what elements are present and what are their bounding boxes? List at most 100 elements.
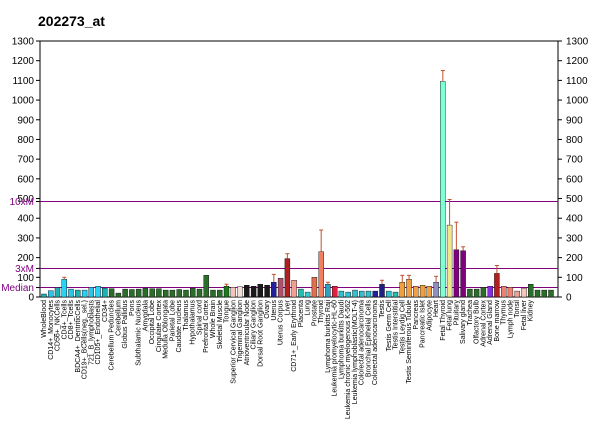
x-tick-label: Fetal Thyroid	[440, 300, 447, 341]
x-tick-label: Trachea	[467, 300, 474, 326]
bar	[494, 273, 500, 298]
bar	[372, 290, 378, 298]
x-tick-label: Leukemia promyelocytic-HL-60	[332, 300, 339, 397]
right-y-tick-label: 1000	[566, 96, 589, 107]
bar	[487, 286, 493, 298]
x-tick-label: Thyroid	[318, 300, 325, 323]
right-y-tick-label: 1300	[566, 37, 589, 48]
bar	[440, 81, 446, 298]
x-tick-label: Colorectal adenocarcinoma	[372, 300, 379, 385]
right-y-tick-label: 0	[566, 293, 572, 304]
bar	[284, 258, 291, 298]
x-tick-label: Lymphoma burkitts Daudi	[338, 300, 345, 380]
bar	[149, 288, 155, 298]
x-tick-label: Adipocyte	[426, 300, 433, 331]
y-tick-label: 900	[17, 115, 34, 126]
x-tick-label: Tongue	[224, 300, 231, 323]
right-y-tick-label: 700	[566, 155, 583, 166]
bar	[95, 286, 101, 298]
bar	[541, 289, 547, 298]
x-tick-label: Leukemia chronic myelogenous K-562	[345, 300, 352, 419]
bar	[338, 290, 345, 298]
bar	[250, 286, 257, 298]
bar	[514, 290, 520, 298]
x-tick-label: Thalamus	[183, 300, 190, 331]
x-tick-label: Cingulate Cortex	[156, 299, 163, 352]
x-tick-label: Superior Cervical Ganglion	[230, 300, 237, 384]
x-tick-label: Lymph node	[507, 300, 514, 338]
x-tick-label: Testis Seminiferous Tubule	[406, 300, 413, 384]
reference-lines	[40, 200, 558, 289]
reference-label: 3xM	[15, 264, 34, 275]
x-tick-label: Ovary	[264, 300, 271, 319]
bar	[115, 292, 122, 298]
bar	[426, 286, 432, 298]
bar	[365, 290, 372, 298]
x-tick-label: Adrenal Gland	[487, 300, 494, 345]
x-tick-label: Prostate	[311, 300, 318, 326]
x-tick-label: CD56+_NKCells	[55, 299, 62, 351]
bars	[41, 81, 554, 298]
x-tick-label: Pons	[129, 300, 136, 316]
x-tick-label: Atrioventricular Node	[244, 300, 251, 365]
bar	[156, 288, 162, 298]
x-tick-label: Amygdala	[142, 300, 149, 331]
bar	[217, 289, 223, 298]
y-tick-label: 700	[17, 155, 34, 166]
bar	[271, 282, 277, 298]
x-tick-label: Fetal lung	[447, 300, 454, 331]
bar	[81, 289, 88, 298]
bar	[433, 282, 439, 298]
error-bars	[62, 70, 499, 287]
bar	[142, 287, 149, 298]
x-tick-label: Tonsil	[514, 300, 521, 318]
x-tick-label: Occipital Lobe	[149, 300, 156, 344]
bar	[257, 284, 263, 298]
x-tick-label: Cerebellum Peduncles	[109, 300, 116, 371]
bar	[41, 293, 47, 298]
bar	[237, 286, 243, 298]
bar	[108, 288, 115, 298]
bar	[521, 287, 527, 298]
bar	[210, 289, 216, 298]
y-tick-label: 400	[17, 214, 34, 225]
x-axis-labels: WholeBlood CD14+_Monocytes CD56+_NKCells CD…	[41, 299, 535, 419]
right-y-axis: 0 100 200 300 400 500 600 700 800 900 1000 1100 1200…	[558, 37, 589, 304]
x-tick-label: Uterus	[271, 299, 278, 320]
bar	[399, 282, 405, 298]
x-tick-label: CD71+_Early Erythroid	[291, 300, 298, 372]
bar	[277, 278, 284, 298]
x-tick-label: Testis Germ Cell	[386, 300, 393, 352]
x-tick-label: Liver	[284, 299, 291, 315]
x-tick-label: Pancreatic Islet	[420, 300, 427, 348]
bar	[264, 285, 270, 298]
x-tick-label: Testis Interstitial	[393, 300, 400, 350]
bar	[318, 251, 324, 298]
bar	[298, 288, 304, 298]
x-tick-label: Bronchial Epithelial Cells	[366, 300, 373, 378]
bar	[548, 289, 554, 298]
bar	[169, 289, 176, 298]
x-tick-label: BDCA4+_DentriticCells	[75, 300, 82, 373]
right-y-tick-label: 800	[566, 135, 583, 146]
y-tick-label: 200	[17, 253, 34, 264]
x-tick-label: Subthalamic Nucleus	[136, 299, 143, 365]
reference-label: 10xM	[10, 197, 34, 208]
x-tick-label: CD19+_BCells(neg._sel.)	[82, 300, 89, 379]
bar	[325, 284, 331, 298]
x-tick-label: Dorsal Root Ganglion	[257, 300, 264, 367]
y-tick-label: 600	[17, 174, 34, 185]
right-y-tick-label: 200	[566, 253, 583, 264]
y-tick-label: 1300	[12, 37, 35, 48]
bar	[291, 280, 297, 298]
right-y-tick-label: 1100	[566, 76, 588, 87]
x-tick-label: Salivary gland	[460, 300, 467, 344]
x-tick-label: CD8+_Tcells	[68, 299, 75, 339]
bar	[460, 250, 466, 298]
bar	[379, 284, 385, 298]
y-tick-label: 0	[28, 293, 34, 304]
bar	[54, 287, 61, 298]
y-tick-label: 1100	[12, 76, 34, 87]
x-tick-label: Skeletal Muscle	[217, 300, 224, 349]
bar	[203, 275, 209, 298]
